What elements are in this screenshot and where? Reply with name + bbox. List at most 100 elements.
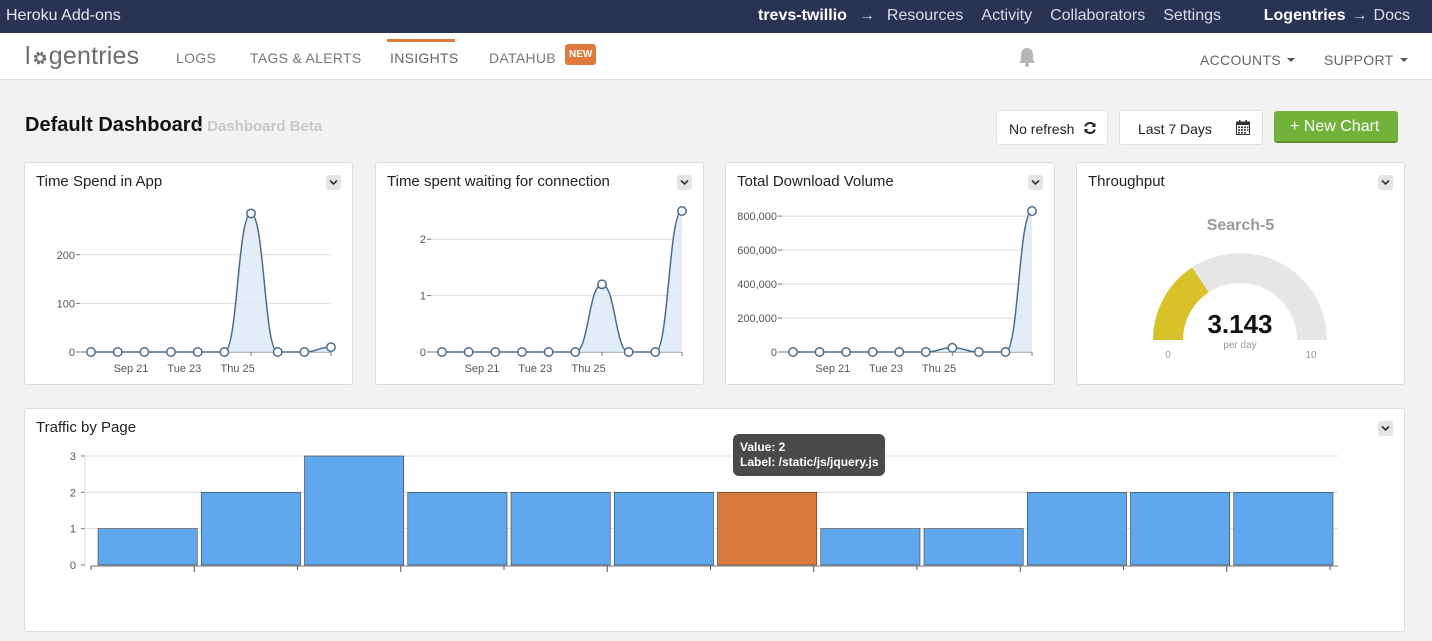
chevron-down-icon [1381,179,1390,186]
logentries-logo[interactable]: l gentries [25,42,139,71]
heroku-link-collaborators[interactable]: Collaborators [1050,7,1146,24]
line-chart: 0 1 2 Sep 21 Tue 23 Thu 25 [420,206,687,375]
data-point [246,208,256,219]
series-area [793,211,1032,352]
y-tick-label: 400,000 [737,279,777,291]
heroku-app-name[interactable]: trevs-twillio [758,7,847,24]
gauge-unit: per day [1223,340,1256,351]
caret-down-icon [1286,58,1295,62]
panel-title: Total Download Volume [737,173,894,190]
main-nav: l gentries LOGS TAGS & ALERTS INSIGHTS D… [0,33,1432,80]
y-tick-label: 2 [70,487,76,499]
panel-menu-button[interactable] [1028,175,1043,190]
y-tick-label: 0 [420,347,426,359]
panel-total-download-volume: Total Download Volume 0 200,000 400,000 600… [725,162,1055,385]
data-point [788,347,798,357]
refresh-button[interactable]: No refresh [996,110,1108,145]
support-dropdown[interactable]: SUPPORT [1324,52,1408,68]
line-chart: 0 100 200 Sep 21 Tue 23 Thu 25 [57,208,336,375]
y-tick-label: 0 [69,347,75,359]
data-point [272,347,283,357]
bell-icon[interactable] [1017,46,1037,68]
panel-title: Traffic by Page [36,419,137,436]
series-area [442,211,682,352]
panel-title: Throughput [1088,173,1165,190]
data-point [517,347,527,357]
data-point [437,347,447,357]
data-point [490,347,501,357]
support-label: SUPPORT [1324,52,1394,68]
panel-menu-button[interactable] [677,175,692,190]
nav-active-indicator [387,39,455,42]
data-point [192,347,203,357]
data-point [894,347,905,357]
heroku-top-bar: Heroku Add-ons trevs-twillio → Resources… [0,0,1432,33]
bar [1026,492,1127,566]
data-point [814,347,825,357]
line-chart: 0 200,000 400,000 600,000 800,000 Sep 21 Tue 2… [737,206,1037,375]
heroku-link-resources[interactable]: Resources [886,7,964,24]
heroku-addons-title[interactable]: Heroku Add-ons [6,7,121,24]
heroku-link-settings[interactable]: Settings [1163,7,1222,24]
nav-logs[interactable]: LOGS [176,50,217,66]
data-point [947,342,958,353]
new-chart-button[interactable]: + New Chart [1274,111,1398,143]
series-line [441,210,683,353]
data-point [543,347,554,357]
caret-down-icon [1399,58,1408,62]
nav-datahub[interactable]: DATAHUB [489,50,556,66]
data-point [677,206,687,216]
logo-text-end: gentries [48,42,140,70]
bar [923,528,1024,566]
data-point [1027,206,1037,216]
gear-icon [33,51,47,64]
bar [304,455,405,566]
panel-menu-button[interactable] [1378,175,1393,190]
panel-time-spend-in-app: Time Spend in App 0 100 200 Sep 21 Tue 23 Thu… [24,162,353,385]
panel-throughput: Throughput Search-5 3.143 per day 0 10 [1076,162,1405,385]
panel-menu-button[interactable] [326,175,341,190]
gauge-value: 3.143 [1207,309,1272,339]
accounts-dropdown[interactable]: ACCOUNTS [1200,52,1295,68]
nav-insights[interactable]: INSIGHTS [390,50,459,66]
series-area [91,213,331,352]
gauge-chart: 3.143 per day 0 10 [1153,253,1327,361]
chart-tooltip: Value: 2 Label: /static/js/jquery.js [733,434,885,476]
x-tick-label: Sep 21 [114,363,149,375]
arrow-right-icon: → [858,7,875,24]
data-point [973,347,984,357]
date-range-picker[interactable]: Last 7 Days [1119,110,1263,145]
data-point [299,347,310,357]
heroku-link-docs[interactable]: Docs [1373,7,1410,24]
chevron-down-icon [1031,179,1040,186]
logo-text-start: l [25,42,31,70]
panel-traffic-by-page: Traffic by Page 0 1 2 3 [24,408,1405,632]
data-point [166,347,176,357]
gauge-label: Search-5 [1206,217,1275,234]
bar [407,492,508,566]
heroku-app-nav: trevs-twillio → Resources Activity Colla… [758,7,1221,25]
series-line [90,212,332,353]
data-point [1000,347,1011,357]
y-tick-label: 200 [57,250,75,262]
panel-title: Time Spend in App [36,173,163,190]
panel-menu-button[interactable] [1378,421,1393,436]
data-point [86,347,96,357]
heroku-addon-brand[interactable]: Logentries [1263,7,1346,24]
x-tick-label: Thu 25 [221,363,255,375]
y-tick-label: 2 [420,234,426,246]
y-tick-label: 800,000 [737,211,777,223]
y-tick-label: 200,000 [737,313,777,325]
data-point [139,347,150,357]
bar [1233,492,1334,566]
x-tick-label: Sep 21 [465,363,500,375]
x-tick-label: Thu 25 [572,363,606,375]
tooltip-label: Label: /static/js/jquery.js [740,455,879,469]
heroku-link-activity[interactable]: Activity [981,7,1033,24]
bar [97,528,198,566]
data-point [112,347,123,357]
dashboard-title: Default Dashboard [25,114,203,136]
panel-title: Time spent waiting for connection [387,173,610,190]
series-line [792,210,1033,353]
nav-tags-alerts[interactable]: TAGS & ALERTS [250,50,362,66]
